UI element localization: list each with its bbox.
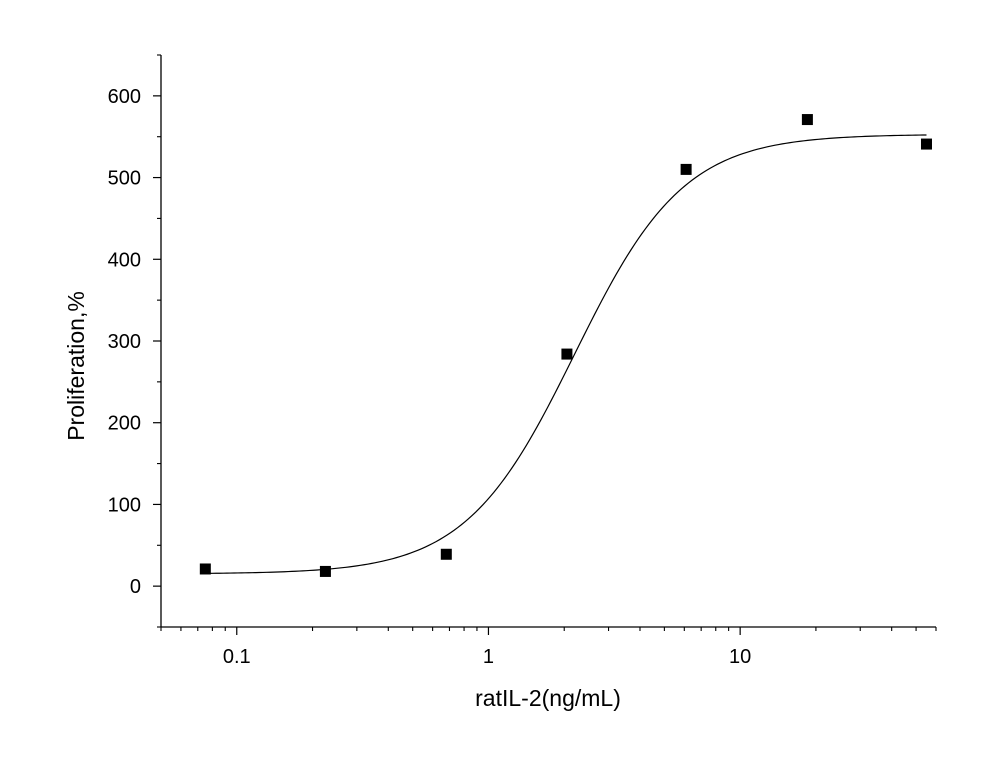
y-tick-label: 600 xyxy=(108,86,141,108)
y-tick-label: 500 xyxy=(108,168,141,190)
y-tick-label: 300 xyxy=(108,331,141,353)
x-axis-title: ratIL-2(ng/mL) xyxy=(475,685,621,711)
y-tick-label: 400 xyxy=(108,249,141,271)
y-tick-label: 200 xyxy=(108,413,141,435)
axes: 0 100 200 300 400 500 600 0.1 1 10 xyxy=(108,54,937,668)
data-point xyxy=(680,163,692,175)
y-tick-label: 100 xyxy=(108,494,141,516)
data-point xyxy=(801,114,813,126)
y-axis-title: Proliferation,% xyxy=(63,291,89,441)
data-points xyxy=(199,114,932,577)
data-point xyxy=(920,138,932,150)
x-tick-label: 10 xyxy=(729,646,751,668)
x-tick-label: 0.1 xyxy=(223,646,251,668)
data-point xyxy=(561,348,573,360)
data-point xyxy=(319,565,331,577)
data-point xyxy=(440,548,452,560)
x-tick-label: 1 xyxy=(483,646,494,668)
y-tick-label: 0 xyxy=(130,576,141,598)
data-point xyxy=(199,563,211,575)
